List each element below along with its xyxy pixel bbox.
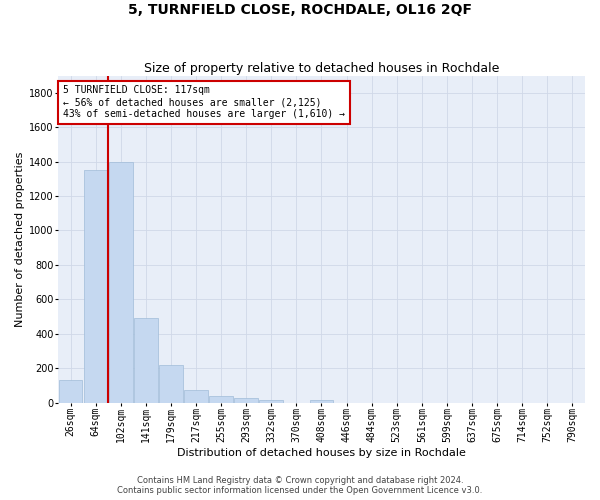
X-axis label: Distribution of detached houses by size in Rochdale: Distribution of detached houses by size …: [177, 448, 466, 458]
Bar: [209, 396, 233, 402]
Bar: [83, 170, 107, 402]
Bar: [259, 400, 283, 402]
Text: Contains HM Land Registry data © Crown copyright and database right 2024.
Contai: Contains HM Land Registry data © Crown c…: [118, 476, 482, 495]
Title: Size of property relative to detached houses in Rochdale: Size of property relative to detached ho…: [144, 62, 499, 74]
Bar: [134, 318, 158, 402]
Bar: [310, 400, 334, 402]
Text: 5 TURNFIELD CLOSE: 117sqm
← 56% of detached houses are smaller (2,125)
43% of se: 5 TURNFIELD CLOSE: 117sqm ← 56% of detac…: [63, 86, 345, 118]
Text: 5, TURNFIELD CLOSE, ROCHDALE, OL16 2QF: 5, TURNFIELD CLOSE, ROCHDALE, OL16 2QF: [128, 2, 472, 16]
Y-axis label: Number of detached properties: Number of detached properties: [15, 152, 25, 327]
Bar: [109, 162, 133, 402]
Bar: [184, 390, 208, 402]
Bar: [234, 398, 258, 402]
Bar: [159, 364, 183, 403]
Bar: [59, 380, 82, 402]
